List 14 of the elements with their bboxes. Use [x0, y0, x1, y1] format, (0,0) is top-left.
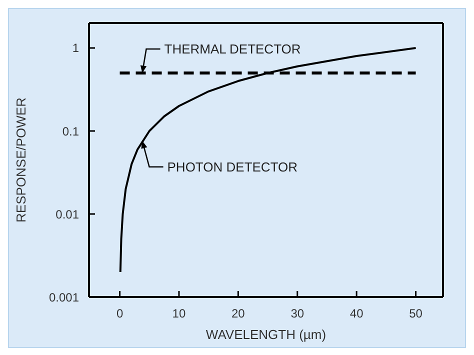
y-tick-label: 0.001	[48, 290, 80, 304]
y-tick-label: 0.1	[62, 124, 80, 138]
y-tick-label: 1	[72, 41, 80, 56]
x-tick-label: 10	[172, 306, 186, 321]
x-tick-label: 0	[116, 306, 124, 321]
x-axis-title: WAVELENGTH (µm)	[206, 327, 326, 342]
x-tick-label: 50	[409, 306, 423, 321]
x-tick-label: 20	[232, 306, 246, 321]
annotation: THERMAL DETECTOR	[164, 42, 301, 57]
annotation: PHOTON DETECTOR	[167, 159, 298, 174]
y-axis-title: RESPONSE/POWER	[14, 98, 29, 222]
y-tick-label: 0.01	[56, 207, 80, 222]
x-tick-label: 40	[350, 306, 364, 321]
x-tick-label: 30	[290, 306, 304, 321]
